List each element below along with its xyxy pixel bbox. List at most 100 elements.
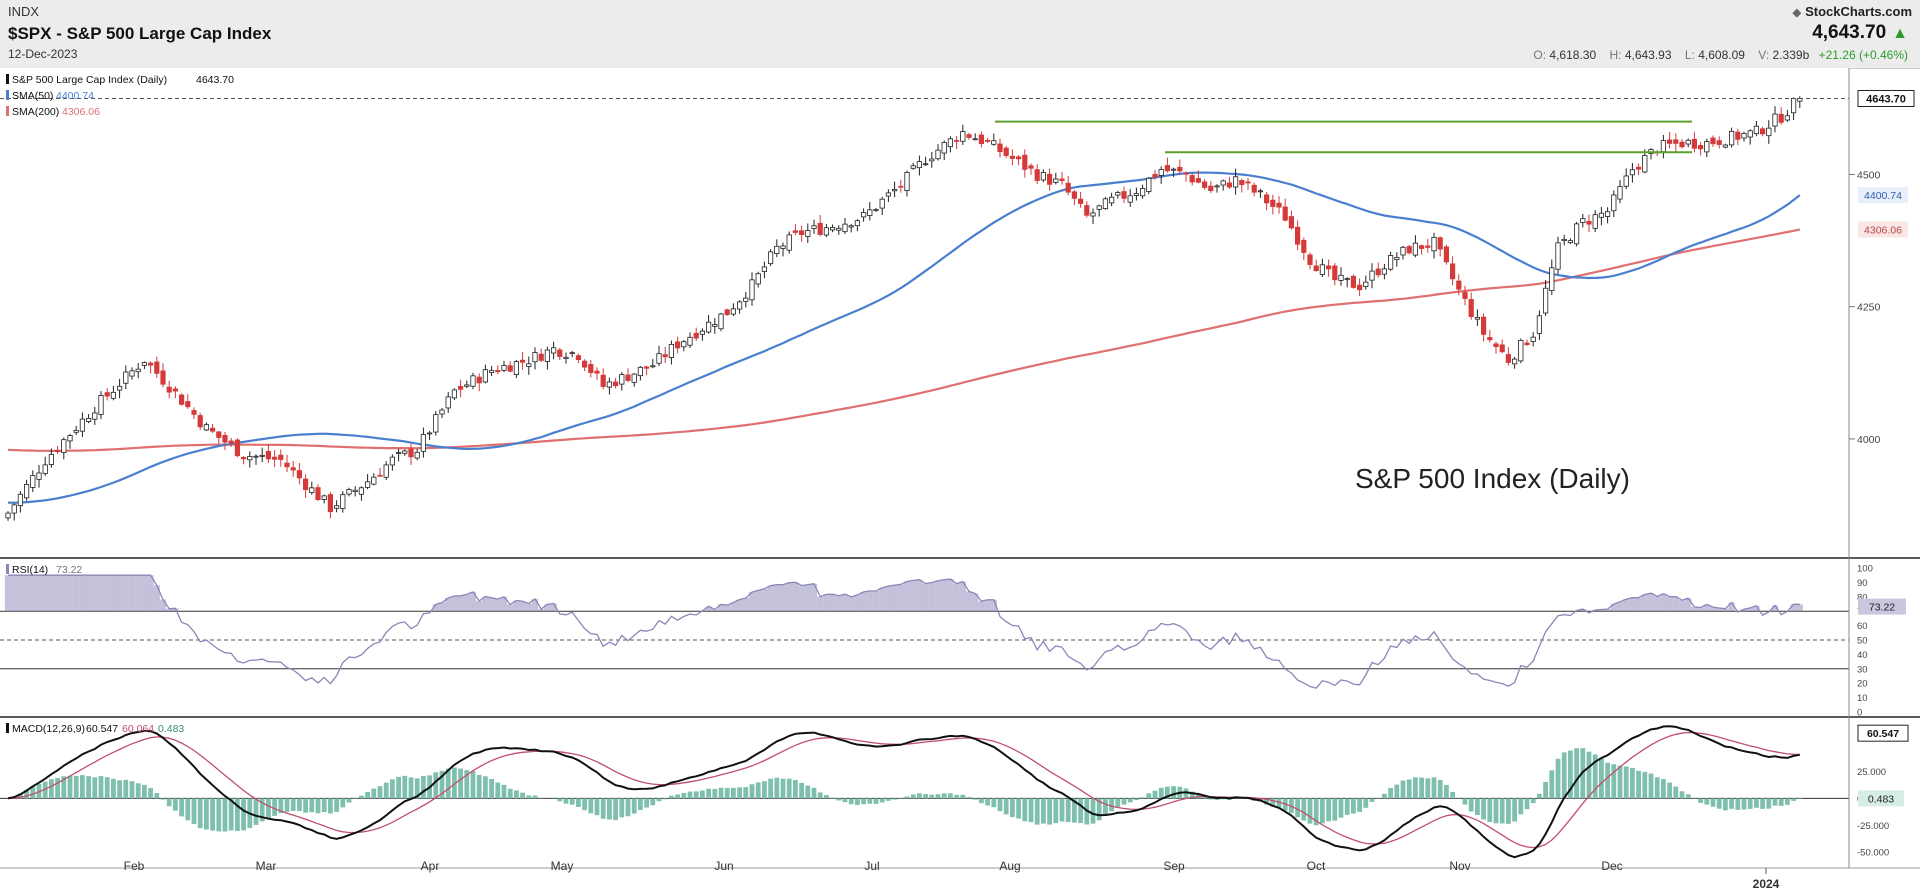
- candle-body: [1301, 239, 1307, 253]
- candle-body: [799, 230, 805, 236]
- histogram-bar: [1605, 762, 1610, 799]
- candle-body: [147, 362, 154, 366]
- legend-price-label: S&P 500 Large Cap Index (Daily): [12, 74, 167, 86]
- candle-body: [73, 429, 79, 433]
- rsi-overbought-area: [1716, 608, 1723, 612]
- histogram-bar: [929, 794, 935, 799]
- month-label: May: [551, 859, 574, 873]
- candle-body: [36, 472, 42, 480]
- histogram-bar: [1530, 798, 1536, 804]
- stockcharts-logo[interactable]: ◆ StockCharts.com: [1793, 4, 1912, 19]
- histogram-bar: [166, 798, 172, 807]
- month-label: Nov: [1449, 859, 1470, 873]
- chart-svg[interactable]: S&P 500 Index (Daily) S&P 500 Large Cap …: [0, 68, 1920, 896]
- histogram-bar: [576, 798, 581, 807]
- candle-body: [197, 415, 203, 428]
- candle-body: [699, 330, 706, 335]
- histogram-bar: [359, 795, 364, 799]
- candle-body: [476, 376, 482, 384]
- histogram-bar: [321, 798, 327, 813]
- candle-body: [898, 185, 904, 188]
- histogram-bar: [588, 798, 594, 814]
- rsi-overbought-area: [748, 592, 756, 612]
- candle-body: [1636, 166, 1642, 170]
- histogram-bar: [755, 782, 761, 799]
- rsi-overbought-area: [947, 579, 954, 612]
- candle-body: [619, 374, 625, 385]
- rsi-overbought-area: [903, 581, 911, 612]
- histogram-bar: [1264, 798, 1269, 805]
- histogram-bar: [1537, 793, 1542, 799]
- candle-body: [1760, 128, 1766, 135]
- candle-body: [910, 165, 916, 169]
- rsi-overbought-area: [1796, 604, 1803, 612]
- candle-body: [234, 439, 240, 457]
- histogram-bar: [563, 798, 569, 804]
- histogram-bar: [1152, 790, 1158, 799]
- candle-body: [1084, 205, 1090, 216]
- histogram-bar: [1444, 784, 1449, 799]
- candle-body: [284, 462, 290, 468]
- histogram-bar: [656, 798, 662, 802]
- histogram-bar: [1741, 798, 1747, 810]
- histogram-bar: [334, 798, 339, 812]
- histogram-bar: [1270, 798, 1276, 807]
- rsi-overbought-area: [1703, 604, 1710, 612]
- candle-body: [23, 484, 30, 499]
- rsi-tick-label: 80: [1857, 592, 1868, 603]
- candle-body: [687, 336, 693, 346]
- histogram-bar: [1698, 798, 1703, 803]
- candle-body: [110, 391, 116, 399]
- rsi-line: [8, 574, 1800, 689]
- histogram-bar: [1493, 798, 1499, 824]
- histogram-bar: [904, 796, 910, 799]
- histogram-bar: [1512, 798, 1517, 822]
- candle-body: [141, 362, 147, 366]
- macd-signal-line: [7, 731, 1800, 849]
- histogram-bar: [811, 787, 817, 799]
- histogram-bar: [1121, 798, 1127, 805]
- histogram-bar: [1543, 781, 1548, 799]
- histogram-bar: [966, 797, 972, 799]
- rsi-overbought-area: [23, 575, 30, 612]
- histogram-bar: [1462, 798, 1468, 805]
- ohlc-readout: O: 4,618.30 H: 4,643.93 L: 4,608.09 V: 2…: [1523, 48, 1908, 62]
- candle-body: [1468, 299, 1474, 318]
- rsi-overbought-area: [872, 590, 880, 612]
- histogram-bar: [1146, 793, 1152, 799]
- rsi-overbought-area: [445, 598, 452, 612]
- candle-body: [1518, 339, 1524, 362]
- histogram-bar: [197, 798, 203, 829]
- candle-body: [867, 209, 873, 216]
- candle-body: [1295, 226, 1301, 245]
- candle-body: [17, 493, 24, 507]
- histogram-bar: [873, 798, 879, 804]
- histogram-bar: [817, 792, 823, 799]
- rsi-overbought-fill: [4, 575, 1803, 612]
- histogram-bar: [1648, 773, 1654, 799]
- volume-label: V:: [1758, 48, 1770, 62]
- rsi-overbought-area: [885, 585, 892, 612]
- histogram-bar: [855, 798, 860, 805]
- candle-body: [302, 478, 309, 490]
- histogram-bar: [737, 787, 742, 799]
- histogram-bar: [266, 798, 271, 819]
- candle-body: [1425, 245, 1431, 248]
- rsi-overbought-area: [85, 575, 92, 612]
- price-tick-label: 4500: [1857, 169, 1881, 181]
- rsi-overbought-area: [73, 575, 80, 612]
- rsi-overbought-area: [730, 602, 737, 612]
- candle-body: [290, 467, 296, 471]
- histogram-bar: [241, 798, 246, 831]
- candle-body: [712, 324, 718, 327]
- candle-body: [414, 451, 420, 459]
- candle-body: [1102, 198, 1108, 210]
- candle-body: [780, 245, 786, 249]
- histogram-bar: [228, 798, 234, 831]
- histogram-bar: [1772, 798, 1778, 806]
- histogram-bar: [1010, 798, 1015, 818]
- candle-body: [600, 374, 606, 387]
- rsi-overbought-area: [104, 575, 111, 612]
- candle-body: [1605, 211, 1611, 217]
- candle-body: [1499, 344, 1505, 353]
